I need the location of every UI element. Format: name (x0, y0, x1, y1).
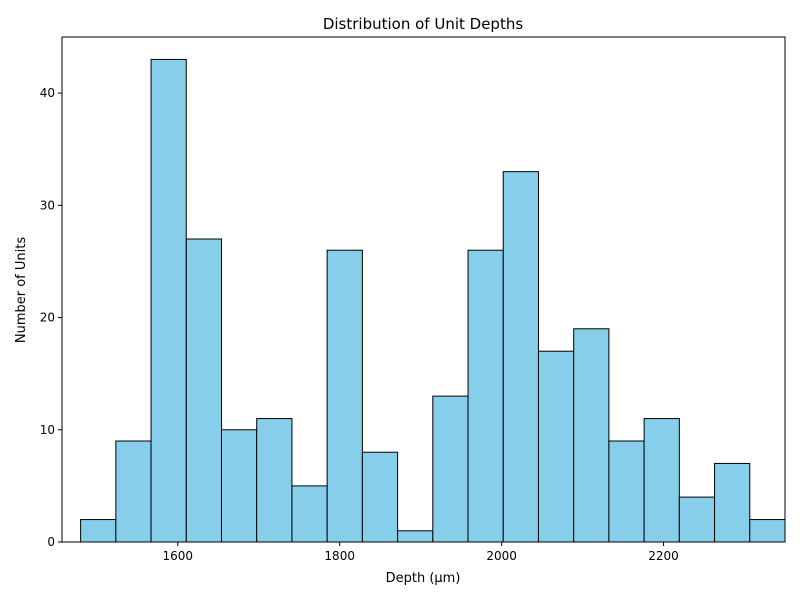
histogram-bar (643, 418, 680, 543)
histogram-bar (80, 519, 117, 543)
x-tick-label: 1800 (324, 549, 355, 563)
histogram-bar (326, 249, 363, 543)
histogram-bar (256, 418, 293, 543)
histogram-bar (714, 462, 751, 543)
histogram-bar (573, 328, 610, 543)
x-tick-label: 2000 (486, 549, 517, 563)
histogram-bar (185, 238, 222, 543)
histogram-bar (361, 451, 399, 543)
y-tick-label: 10 (40, 423, 55, 437)
histogram-bar (502, 171, 539, 543)
y-axis-label: Number of Units (14, 237, 29, 343)
histogram-bar (432, 395, 469, 543)
bars-group (80, 58, 786, 543)
y-tick-label: 40 (40, 86, 55, 100)
y-tick-label: 0 (47, 535, 55, 549)
x-axis-ticks: 1600 1800 2000 2200 (163, 542, 679, 563)
histogram-bar (115, 440, 152, 543)
histogram-bar (749, 519, 786, 543)
histogram-bar (467, 249, 504, 543)
plot-area-frame (61, 36, 786, 543)
histogram-bar (150, 58, 187, 543)
histogram-bar (220, 429, 258, 543)
y-axis-ticks: 0 10 20 30 40 (40, 86, 62, 549)
chart-title: Distribution of Unit Depths (323, 15, 523, 33)
histogram-bar (608, 440, 645, 543)
x-axis-label: Depth (µm) (386, 571, 461, 586)
histogram-bar (397, 530, 434, 543)
y-tick-label: 30 (40, 198, 55, 212)
histogram-bar (291, 485, 328, 543)
x-tick-label: 1600 (163, 549, 194, 563)
x-tick-label: 2200 (648, 549, 679, 563)
histogram-bar (678, 496, 716, 543)
histogram-bar (537, 350, 575, 543)
y-tick-label: 20 (40, 311, 55, 325)
